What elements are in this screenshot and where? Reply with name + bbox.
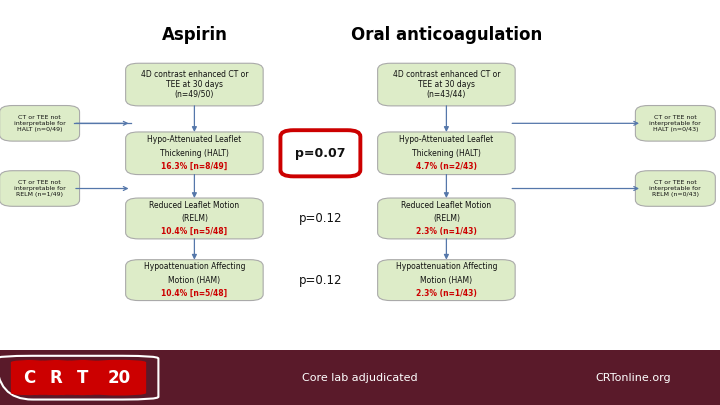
Text: R: R [50,369,63,387]
FancyBboxPatch shape [11,360,48,396]
Text: Thickening (HALT): Thickening (HALT) [412,149,481,158]
Text: Hypoattenuation Affecting: Hypoattenuation Affecting [144,262,245,271]
FancyBboxPatch shape [377,260,516,301]
FancyBboxPatch shape [64,360,102,396]
FancyBboxPatch shape [377,63,516,106]
Text: Motion (HAM): Motion (HAM) [420,276,472,285]
Text: Hypo-Attenuated Leaflet: Hypo-Attenuated Leaflet [400,135,493,145]
Text: Aspirin: Aspirin [161,26,228,44]
FancyBboxPatch shape [0,350,720,405]
Text: Oral anticoagulation: Oral anticoagulation [351,26,542,44]
Text: Hypo-Attenuated Leaflet: Hypo-Attenuated Leaflet [148,135,241,145]
Text: Hypoattenuation Affecting: Hypoattenuation Affecting [396,262,497,271]
Text: p=0.12: p=0.12 [299,212,342,225]
Text: (RELM): (RELM) [181,214,208,223]
Text: p=0.12: p=0.12 [299,274,342,287]
FancyBboxPatch shape [281,130,361,176]
Text: 2.3% (n=1/43): 2.3% (n=1/43) [416,227,477,237]
FancyBboxPatch shape [377,198,516,239]
FancyBboxPatch shape [0,106,79,141]
Text: 2.3% (n=1/43): 2.3% (n=1/43) [416,289,477,298]
Text: 10.4% [n=5/48]: 10.4% [n=5/48] [161,289,228,298]
Text: p=0.07: p=0.07 [295,147,346,160]
Text: CT or TEE not
interpretable for
HALT (n=0/49): CT or TEE not interpretable for HALT (n=… [14,115,66,132]
FancyBboxPatch shape [126,198,264,239]
Text: CT or TEE not
interpretable for
HALT (n=0/43): CT or TEE not interpretable for HALT (n=… [649,115,701,132]
Text: CRTonline.org: CRTonline.org [595,373,672,383]
Text: (RELM): (RELM) [433,214,460,223]
Text: Motion (HAM): Motion (HAM) [168,276,220,285]
Text: CT or TEE not
interpretable for
RELM (n=1/49): CT or TEE not interpretable for RELM (n=… [14,180,66,197]
FancyBboxPatch shape [126,63,264,106]
FancyBboxPatch shape [0,171,79,206]
Text: T: T [77,369,89,387]
FancyBboxPatch shape [92,360,146,396]
FancyBboxPatch shape [126,132,264,175]
Text: CT or TEE not
interpretable for
RELM (n=0/43): CT or TEE not interpretable for RELM (n=… [649,180,701,197]
FancyBboxPatch shape [635,171,715,206]
Text: 4D contrast enhanced CT or
TEE at 30 days
(n=49/50): 4D contrast enhanced CT or TEE at 30 day… [140,70,248,100]
Text: Thickening (HALT): Thickening (HALT) [160,149,229,158]
FancyBboxPatch shape [37,360,75,396]
Text: 10.4% [n=5/48]: 10.4% [n=5/48] [161,227,228,237]
Text: 4.7% (n=2/43): 4.7% (n=2/43) [416,162,477,171]
Text: Reduced Leaflet Motion: Reduced Leaflet Motion [401,200,492,209]
Text: Reduced Leaflet Motion: Reduced Leaflet Motion [149,200,240,209]
FancyBboxPatch shape [635,106,715,141]
Text: 4D contrast enhanced CT or
TEE at 30 days
(n=43/44): 4D contrast enhanced CT or TEE at 30 day… [392,70,500,100]
Text: C: C [23,369,36,387]
Text: 16.3% [n=8/49]: 16.3% [n=8/49] [161,162,228,171]
FancyBboxPatch shape [377,132,516,175]
Text: Core lab adjudicated: Core lab adjudicated [302,373,418,383]
FancyBboxPatch shape [126,260,264,301]
Text: 20: 20 [107,369,130,387]
